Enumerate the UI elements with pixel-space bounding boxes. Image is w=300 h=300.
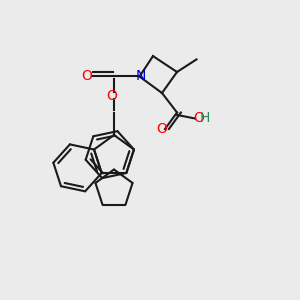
- Text: H: H: [200, 111, 210, 125]
- Text: O: O: [82, 69, 92, 82]
- Text: O: O: [156, 122, 167, 136]
- Text: N: N: [135, 69, 146, 82]
- Text: O: O: [106, 89, 117, 103]
- Text: O: O: [193, 112, 204, 125]
